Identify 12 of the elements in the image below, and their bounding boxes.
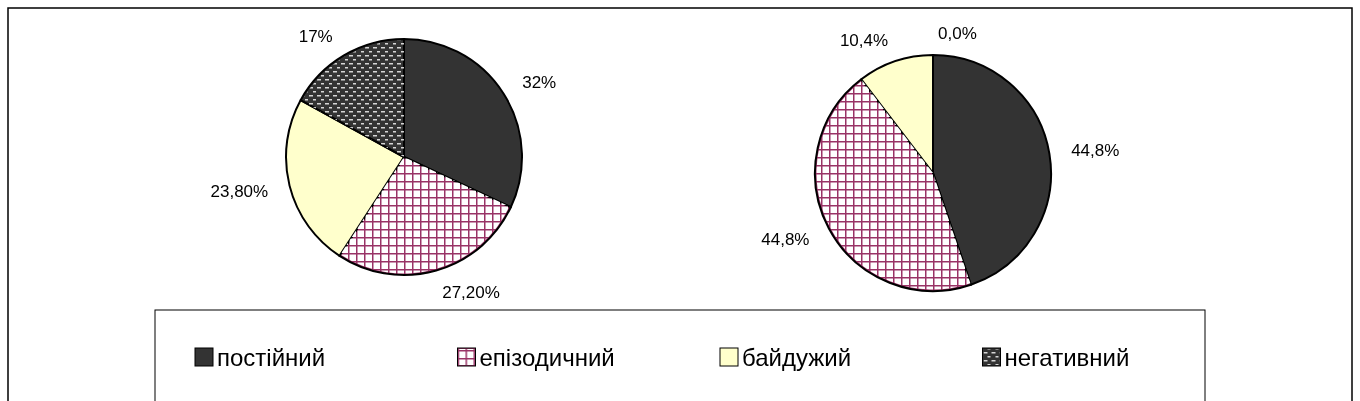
data-label: 27,20% <box>442 282 500 302</box>
legend-label: епізодичний <box>479 344 615 372</box>
legend-label: негативний <box>1004 344 1130 372</box>
text: 0,0% <box>938 23 977 43</box>
data-label: 44,8% <box>1071 141 1120 161</box>
data-label: 44,8% <box>761 229 810 249</box>
data-label: 10,4% <box>839 31 889 51</box>
legend-label: постійний <box>217 344 326 372</box>
data-label: 17% <box>298 27 333 47</box>
data-label: 32% <box>522 72 557 92</box>
legend-label: байдужий <box>742 344 852 372</box>
data-label: 23,80% <box>210 181 269 201</box>
